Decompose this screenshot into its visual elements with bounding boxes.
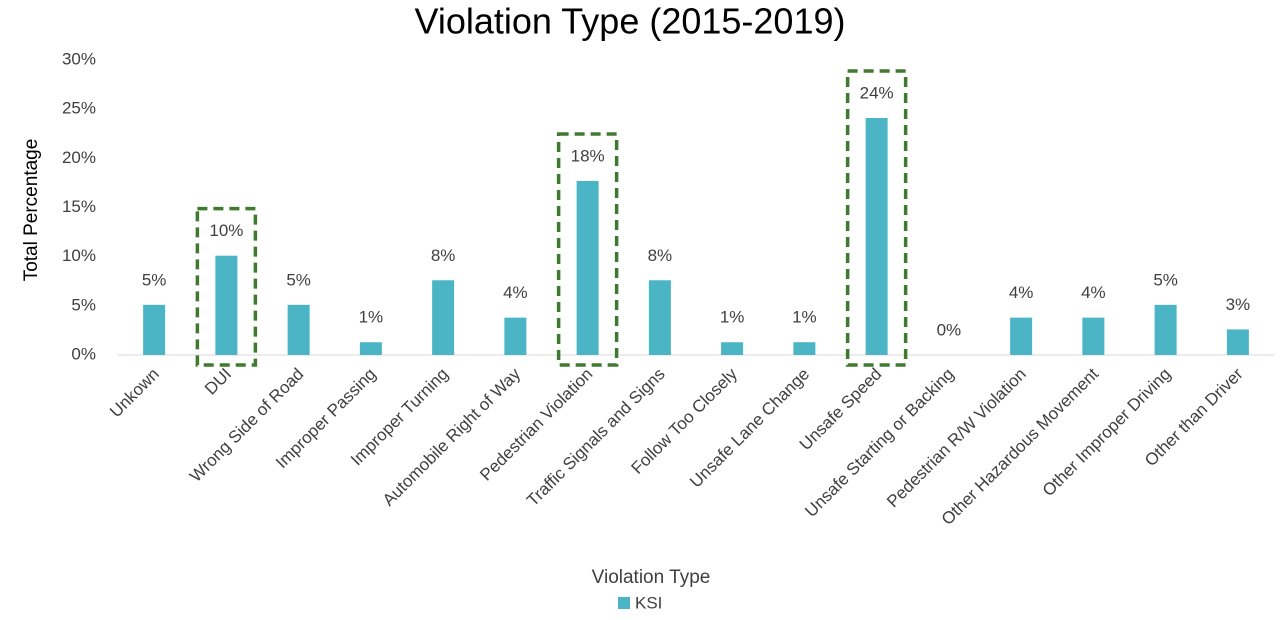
y-tick-label: 0% [71,344,96,363]
highlight-box [195,206,258,367]
x-tick-label: Unsafe Starting or Backing [801,364,957,520]
value-label: 4% [1081,283,1106,302]
x-tick-label: Traffic Signals and Signs [523,364,669,510]
y-tick-label: 25% [62,99,96,118]
y-axis-title: Total Percentage [21,139,42,282]
value-label: 3% [1226,295,1251,314]
value-label: 10% [209,221,243,240]
value-label: 24% [860,84,894,103]
bar [1010,317,1033,355]
y-tick-label: 30% [62,49,96,68]
x-tick-label: Unkown [106,364,163,421]
bar [648,280,671,355]
legend-label: KSI [635,593,662,612]
bar [1226,329,1249,355]
x-tick-label: Automobile Right of Way [379,364,525,510]
bar [504,317,527,355]
value-label: 8% [648,246,673,265]
x-tick-label: Unsafe Lane Change [686,364,813,491]
value-label: 0% [937,320,962,339]
bar [721,342,744,355]
value-label: 8% [431,246,456,265]
y-tick-label: 15% [62,197,96,216]
bar [143,304,166,355]
bar [432,280,455,355]
bar [1154,304,1177,355]
value-label: 1% [792,308,817,327]
x-tick-label: DUI [201,364,235,398]
legend-swatch [618,597,630,609]
bar [1082,317,1105,355]
bar [865,118,888,356]
bar [287,304,310,355]
x-tick-label: Pedestrian R/W Violation [883,364,1030,511]
value-label: 4% [1009,283,1034,302]
value-label: 5% [286,270,311,289]
value-label: 1% [359,308,384,327]
y-tick-label: 20% [62,148,96,167]
chart-title: Violation Type (2015-2019) [415,1,846,42]
x-axis-title: Violation Type [592,567,711,588]
value-label: 5% [1153,270,1178,289]
value-label: 5% [142,270,167,289]
x-tick-label: Other Improper Driving [1039,364,1175,500]
y-tick-label: 5% [71,295,96,314]
y-tick-label: 10% [62,246,96,265]
bar [215,255,238,355]
bar [576,180,599,355]
bar [793,342,816,355]
value-label: 1% [720,308,745,327]
value-label: 4% [503,283,528,302]
bar [359,342,382,355]
value-label: 18% [571,146,605,165]
